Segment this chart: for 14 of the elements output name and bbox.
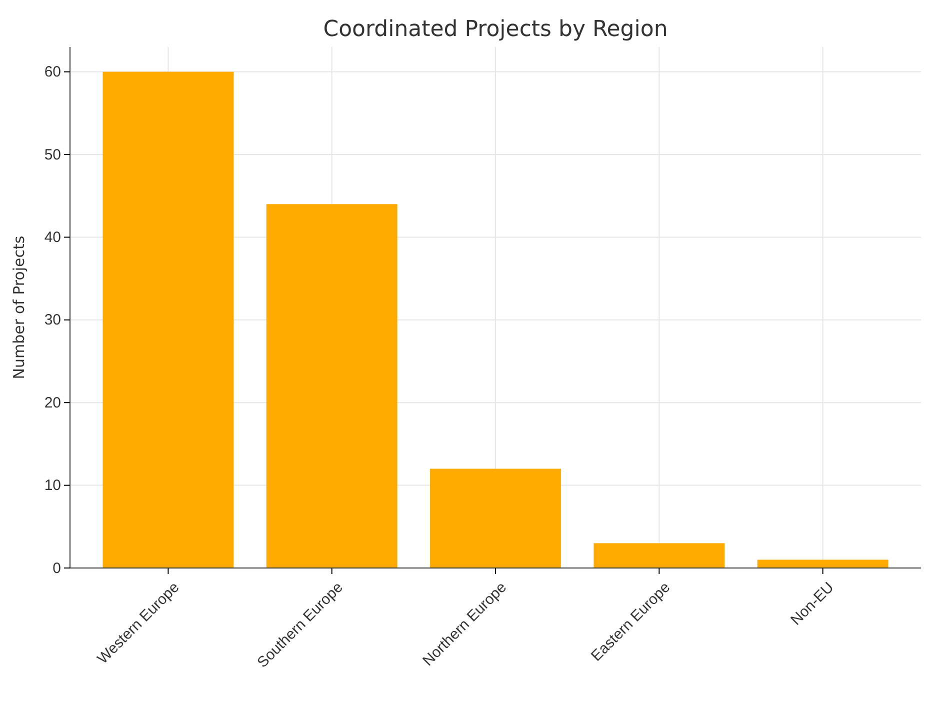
- y-tick-label: 20: [44, 394, 61, 412]
- bar: [757, 560, 888, 568]
- bar: [594, 543, 725, 568]
- y-axis-title: Number of Projects: [10, 236, 28, 380]
- y-tick-label: 0: [52, 560, 61, 577]
- chart-title: Coordinated Projects by Region: [323, 17, 668, 42]
- y-tick-label: 60: [44, 64, 61, 81]
- y-tick-label: 40: [44, 229, 61, 246]
- bar: [102, 72, 234, 568]
- y-tick-label: 10: [44, 477, 61, 494]
- bar: [430, 468, 561, 568]
- bar: [266, 204, 398, 568]
- y-tick-label: 30: [44, 312, 61, 329]
- y-tick-label: 50: [44, 146, 61, 164]
